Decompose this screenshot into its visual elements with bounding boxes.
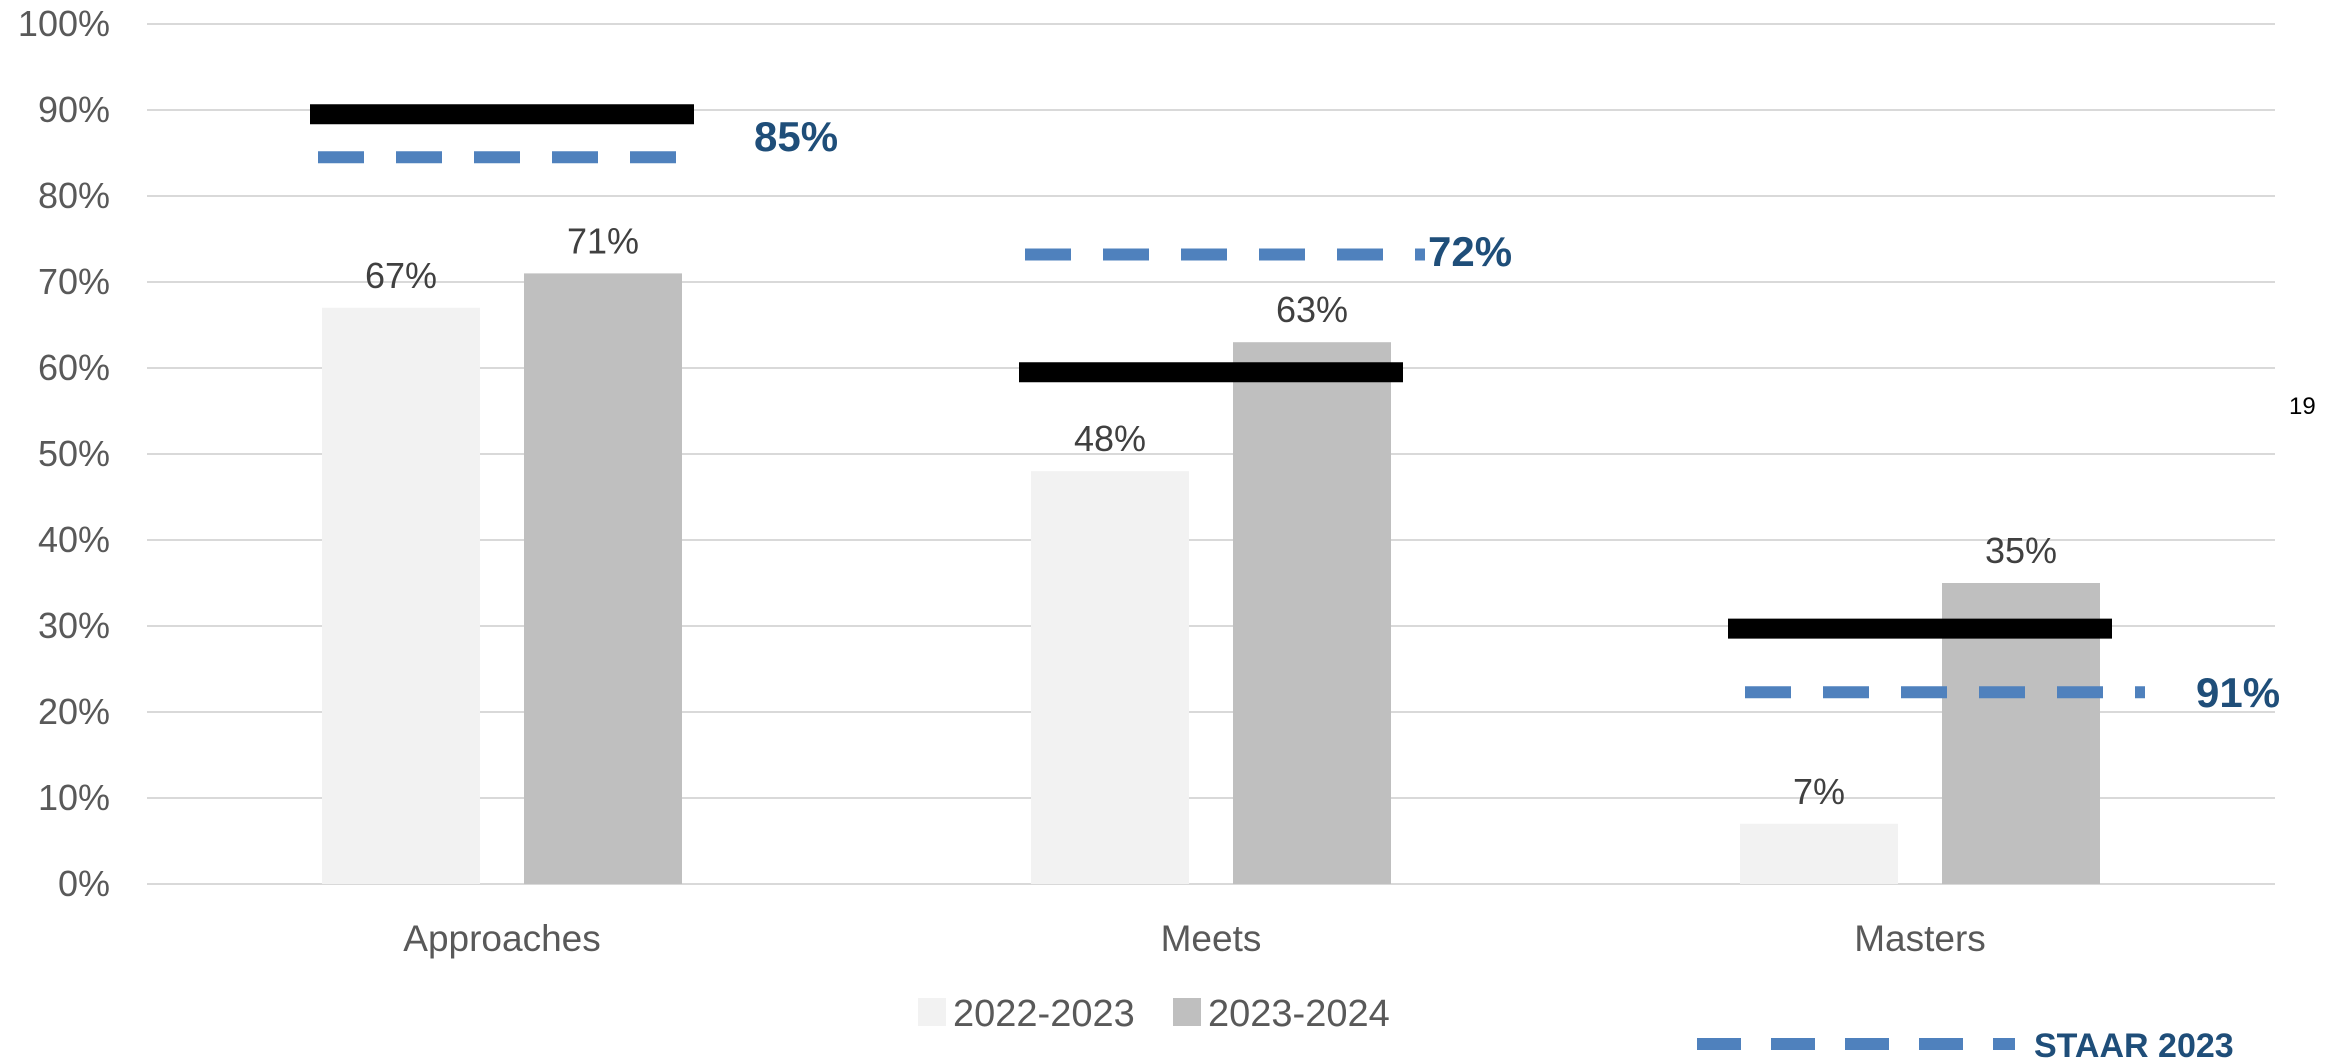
y-tick-label: 0% [58, 863, 110, 904]
bar-2022-2023-meets [1031, 471, 1189, 884]
bar-2022-2023-approaches [322, 307, 480, 884]
y-tick-label: 10% [38, 777, 110, 818]
bar-2022-2023-masters [1740, 823, 1898, 884]
y-tick-label: 30% [38, 605, 110, 646]
staar-2023-label-masters: 91% [2196, 669, 2280, 716]
data-label-2023-2024-meets: 63% [1276, 289, 1348, 330]
benchmark-lines [310, 104, 2145, 699]
data-label-2022-2023-meets: 48% [1074, 418, 1146, 459]
y-tick-label: 90% [38, 89, 110, 130]
data-label-2023-2024-approaches: 71% [567, 220, 639, 261]
data-labels: 67% 48% 7% 71% 63% 35% 85% 72% 91% [365, 113, 2280, 812]
y-tick-label: 80% [38, 175, 110, 216]
category-label-meets: Meets [1161, 918, 1262, 959]
bar-2023-2024-meets [1233, 342, 1391, 884]
gridlines [147, 23, 2275, 885]
y-tick-label: 40% [38, 519, 110, 560]
bar-2023-2024-approaches [524, 273, 682, 884]
bar-series [322, 273, 2100, 884]
category-label-masters: Masters [1854, 918, 1986, 959]
y-tick-label: 60% [38, 347, 110, 388]
y-tick-label: 100% [18, 3, 110, 44]
legend: 2022-2023 2023-2024 [918, 993, 1390, 1035]
y-tick-label: 70% [38, 261, 110, 302]
y-axis: 0% 10% 20% 30% 40% 50% 60% 70% 80% 90% 100% [18, 3, 110, 904]
legend-label-2023-2024: 2023-2024 [1208, 993, 1390, 1035]
page-number: 19 [2289, 393, 2316, 420]
legend-swatch-2022-2023 [918, 998, 946, 1026]
y-tick-label: 20% [38, 691, 110, 732]
legend-label-staar-2023: STAAR 2023 [2034, 1027, 2234, 1060]
staar-2023-label-approaches: 85% [754, 113, 838, 160]
legend-swatch-2023-2024 [1173, 998, 1201, 1026]
legend-label-2022-2023: 2022-2023 [953, 993, 1135, 1035]
y-tick-label: 50% [38, 433, 110, 474]
legend-staar-2023: STAAR 2023 [1697, 1027, 2234, 1060]
x-axis-categories: Approaches Meets Masters [403, 918, 1986, 959]
data-label-2022-2023-masters: 7% [1793, 771, 1845, 812]
data-label-2023-2024-masters: 35% [1985, 530, 2057, 571]
category-label-approaches: Approaches [403, 918, 600, 959]
data-label-2022-2023-approaches: 67% [365, 255, 437, 296]
staar-2023-label-meets: 72% [1428, 228, 1512, 275]
